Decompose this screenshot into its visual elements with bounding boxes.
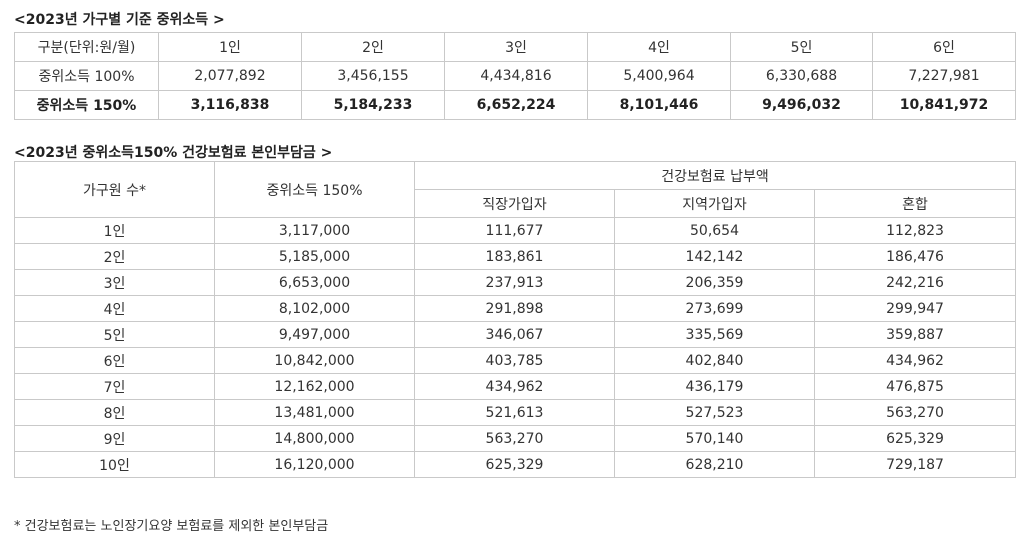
table-row: 1인 3,117,000 111,677 50,654 112,823: [14, 217, 1017, 244]
mixed-premium-cell: 112,823: [813, 217, 1017, 244]
employee-premium-cell: 521,613: [414, 399, 615, 426]
mixed-premium-cell: 434,962: [813, 347, 1017, 374]
row-label: 중위소득 150%: [14, 90, 159, 120]
mixed-premium-cell: 563,270: [813, 399, 1017, 426]
premium-group-header: 건강보험료 납부액: [413, 161, 1017, 190]
employee-premium-cell: 563,270: [414, 425, 615, 452]
household-size-cell: 4인: [14, 295, 215, 322]
income-row-100: 중위소득 100% 2,077,892 3,456,155 4,434,816 …: [14, 61, 1016, 91]
regional-premium-cell: 206,359: [614, 269, 815, 296]
median-income-cell: 14,800,000: [214, 425, 415, 452]
row-label: 중위소득 100%: [14, 61, 159, 91]
household-size-cell: 9인: [14, 425, 215, 452]
regional-premium-cell: 142,142: [614, 243, 815, 270]
household-size-cell: 7인: [14, 373, 215, 400]
header-cell: 2인: [301, 32, 445, 62]
table-cell: 7,227,981: [872, 61, 1016, 91]
table-cell: 6,330,688: [730, 61, 873, 91]
regional-premium-cell: 50,654: [614, 217, 815, 244]
premium-header-row-top: 가구원 수* 중위소득 150% 건강보험료 납부액: [14, 161, 1017, 218]
table-cell: 3,116,838: [158, 90, 302, 120]
regional-premium-cell: 335,569: [614, 321, 815, 348]
header-cell: 4인: [587, 32, 731, 62]
table-cell: 8,101,446: [587, 90, 731, 120]
median-income-150-header: 중위소득 150%: [214, 161, 415, 218]
table-row: 7인 12,162,000 434,962 436,179 476,875: [14, 373, 1017, 400]
header-cell: 6인: [872, 32, 1016, 62]
employee-subscriber-header: 직장가입자: [414, 189, 615, 218]
table-row: 4인 8,102,000 291,898 273,699 299,947: [14, 295, 1017, 322]
employee-premium-cell: 237,913: [414, 269, 615, 296]
regional-premium-cell: 527,523: [614, 399, 815, 426]
median-income-cell: 10,842,000: [214, 347, 415, 374]
premium-table-title: <2023년 중위소득150% 건강보험료 본인부담금 >: [14, 145, 333, 161]
median-income-cell: 5,185,000: [214, 243, 415, 270]
table-cell: 5,400,964: [587, 61, 731, 91]
table-row: 2인 5,185,000 183,861 142,142 186,476: [14, 243, 1017, 270]
regional-premium-cell: 436,179: [614, 373, 815, 400]
regional-premium-cell: 628,210: [614, 451, 815, 478]
premium-header-row-sub: 직장가입자 지역가입자 혼합: [15, 189, 1017, 218]
table-cell: 3,456,155: [301, 61, 445, 91]
mixed-premium-cell: 476,875: [813, 373, 1017, 400]
table-row: 8인 13,481,000 521,613 527,523 563,270: [14, 399, 1017, 426]
mixed-premium-cell: 299,947: [813, 295, 1017, 322]
median-income-cell: 6,653,000: [214, 269, 415, 296]
median-income-table: 구분(단위:원/월) 1인 2인 3인 4인 5인 6인 중위소득 100% 2…: [14, 32, 1016, 120]
health-insurance-premium-table: 가구원 수* 중위소득 150% 건강보험료 납부액 직장가입자 지역가입자 혼…: [14, 161, 1017, 478]
header-cell: 5인: [730, 32, 873, 62]
mixed-premium-cell: 625,329: [813, 425, 1017, 452]
household-size-cell: 5인: [14, 321, 215, 348]
median-income-cell: 13,481,000: [214, 399, 415, 426]
table-row: 9인 14,800,000 563,270 570,140 625,329: [14, 425, 1017, 452]
household-size-cell: 2인: [14, 243, 215, 270]
income-table-title: <2023년 가구별 기준 중위소득 >: [14, 12, 225, 28]
employee-premium-cell: 346,067: [414, 321, 615, 348]
median-income-cell: 8,102,000: [214, 295, 415, 322]
income-header-row: 구분(단위:원/월) 1인 2인 3인 4인 5인 6인: [14, 32, 1016, 62]
table-cell: 2,077,892: [158, 61, 302, 91]
household-size-cell: 1인: [14, 217, 215, 244]
employee-premium-cell: 183,861: [414, 243, 615, 270]
mixed-premium-cell: 729,187: [813, 451, 1017, 478]
household-size-cell: 10인: [14, 451, 215, 478]
regional-premium-cell: 273,699: [614, 295, 815, 322]
income-row-150: 중위소득 150% 3,116,838 5,184,233 6,652,224 …: [14, 90, 1016, 120]
header-cell: 1인: [158, 32, 302, 62]
employee-premium-cell: 111,677: [414, 217, 615, 244]
median-income-cell: 9,497,000: [214, 321, 415, 348]
table-row: 5인 9,497,000 346,067 335,569 359,887: [14, 321, 1017, 348]
table-row: 10인 16,120,000 625,329 628,210 729,187: [14, 451, 1017, 478]
employee-premium-cell: 625,329: [414, 451, 615, 478]
mixed-premium-cell: 242,216: [813, 269, 1017, 296]
household-size-header: 가구원 수*: [14, 161, 215, 218]
household-size-cell: 8인: [14, 399, 215, 426]
mixed-premium-cell: 186,476: [813, 243, 1017, 270]
table-cell: 9,496,032: [730, 90, 873, 120]
footnote: * 건강보험료는 노인장기요양 보험료를 제외한 본인부담금: [14, 519, 329, 534]
median-income-cell: 16,120,000: [214, 451, 415, 478]
table-cell: 6,652,224: [444, 90, 588, 120]
table-cell: 5,184,233: [301, 90, 445, 120]
regional-premium-cell: 570,140: [614, 425, 815, 452]
mixed-premium-cell: 359,887: [813, 321, 1017, 348]
table-cell: 10,841,972: [872, 90, 1016, 120]
mixed-header: 혼합: [813, 189, 1017, 218]
table-row: 3인 6,653,000 237,913 206,359 242,216: [14, 269, 1017, 296]
regional-subscriber-header: 지역가입자: [614, 189, 815, 218]
employee-premium-cell: 291,898: [414, 295, 615, 322]
premium-table-body: 1인 3,117,000 111,677 50,654 112,823 2인 5,185,0…: [14, 217, 1017, 478]
header-cell: 3인: [444, 32, 588, 62]
table-cell: 4,434,816: [444, 61, 588, 91]
employee-premium-cell: 403,785: [414, 347, 615, 374]
regional-premium-cell: 402,840: [614, 347, 815, 374]
header-cell: 구분(단위:원/월): [14, 32, 159, 62]
household-size-cell: 3인: [14, 269, 215, 296]
employee-premium-cell: 434,962: [414, 373, 615, 400]
median-income-cell: 12,162,000: [214, 373, 415, 400]
household-size-cell: 6인: [14, 347, 215, 374]
table-row: 6인 10,842,000 403,785 402,840 434,962: [14, 347, 1017, 374]
median-income-cell: 3,117,000: [214, 217, 415, 244]
